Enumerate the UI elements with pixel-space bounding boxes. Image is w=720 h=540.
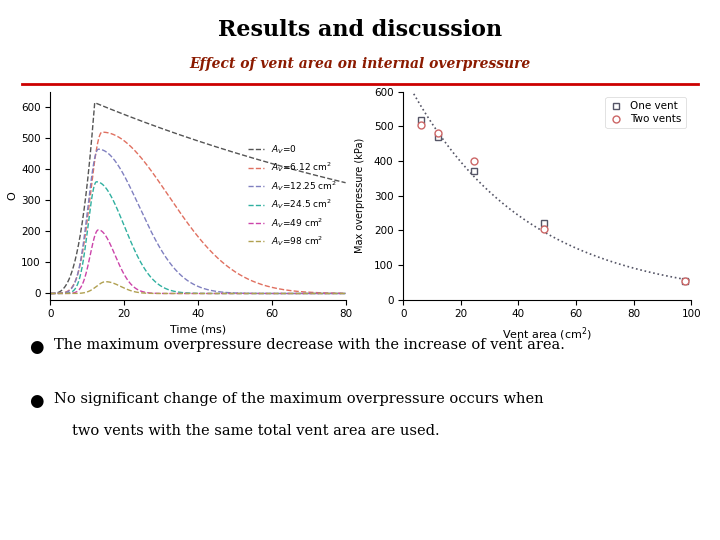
Text: O: O — [7, 191, 17, 200]
Text: Results and discussion: Results and discussion — [218, 19, 502, 41]
X-axis label: Vent area (cm$^2$): Vent area (cm$^2$) — [502, 325, 593, 342]
Two vents — [416, 122, 425, 128]
One vent — [540, 220, 549, 227]
Two vents — [540, 225, 549, 232]
One vent — [434, 133, 443, 140]
Two vents — [469, 158, 478, 164]
Two vents — [434, 130, 443, 137]
Line: One vent: One vent — [418, 116, 689, 284]
Text: No significant change of the maximum overpressure occurs when: No significant change of the maximum ove… — [54, 392, 544, 406]
One vent — [469, 168, 478, 175]
One vent — [416, 116, 425, 123]
Line: Two vents: Two vents — [418, 122, 689, 284]
Legend: One vent, Two vents: One vent, Two vents — [606, 97, 686, 129]
X-axis label: Time (ms): Time (ms) — [170, 325, 226, 335]
Text: The maximum overpressure decrease with the increase of vent area.: The maximum overpressure decrease with t… — [54, 338, 565, 352]
Text: ●: ● — [29, 338, 43, 355]
Text: Max overpressure (kPa): Max overpressure (kPa) — [355, 138, 365, 253]
Legend: $A_V$=0, $A_V$=6.12 cm$^2$, $A_V$=12.25 cm$^2$, $A_V$=24.5 cm$^2$, $A_V$=49 cm$^: $A_V$=0, $A_V$=6.12 cm$^2$, $A_V$=12.25 … — [244, 140, 341, 252]
Text: two vents with the same total vent area are used.: two vents with the same total vent area … — [72, 424, 440, 438]
Two vents — [681, 278, 690, 284]
Text: ●: ● — [29, 392, 43, 409]
Text: Effect of vent area on internal overpressure: Effect of vent area on internal overpres… — [189, 57, 531, 71]
One vent — [681, 278, 690, 284]
